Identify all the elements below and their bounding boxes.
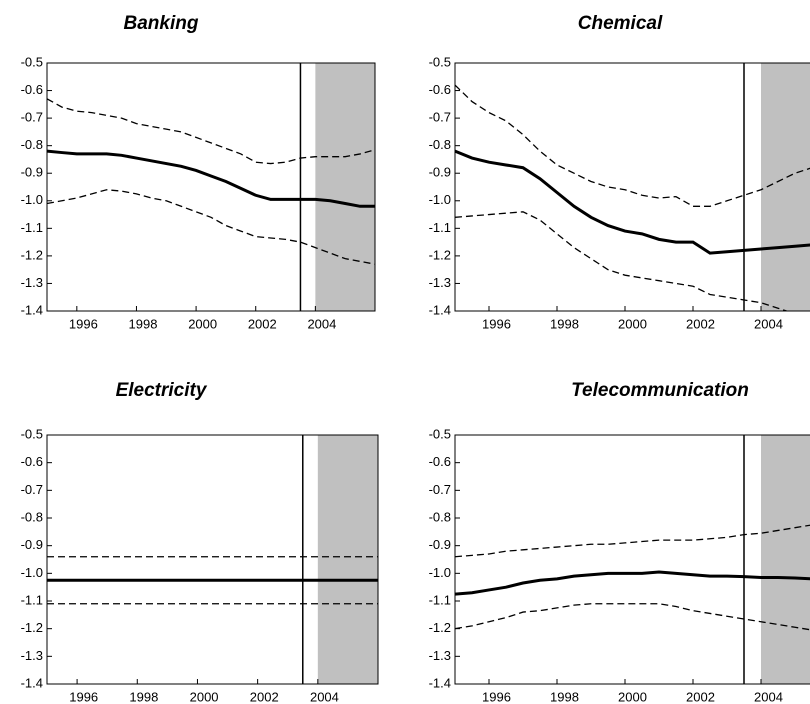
shaded-region xyxy=(317,435,378,684)
series-line xyxy=(47,189,375,265)
shaded-region xyxy=(761,435,810,684)
x-tick-label: 2002 xyxy=(250,689,279,704)
shaded-region xyxy=(315,63,375,311)
y-tick-label: -0.5 xyxy=(21,54,43,69)
y-tick-label: -0.7 xyxy=(21,482,43,497)
x-tick-label: 2004 xyxy=(754,689,783,704)
x-tick-label: 2002 xyxy=(248,316,277,331)
x-tick-label: 1996 xyxy=(69,316,98,331)
y-tick-label: -0.6 xyxy=(21,82,43,97)
y-tick-label: -0.8 xyxy=(429,137,451,152)
y-tick-label: -1.4 xyxy=(429,302,451,317)
plot-area xyxy=(455,435,810,684)
x-tick-label: 2002 xyxy=(686,316,715,331)
series-line xyxy=(455,149,810,255)
plot-frame xyxy=(454,434,810,685)
x-tick-label: 2000 xyxy=(618,316,647,331)
y-tick-label: -0.5 xyxy=(429,426,451,441)
y-tick-label: -0.8 xyxy=(429,509,451,524)
y-tick-label: -1.1 xyxy=(21,592,43,607)
y-tick-label: -1.3 xyxy=(21,648,43,663)
y-tick-label: -0.9 xyxy=(429,165,451,180)
x-tick-label: 1998 xyxy=(550,316,579,331)
plot-area xyxy=(47,63,375,311)
x-tick-label: 1996 xyxy=(69,689,98,704)
plot-area xyxy=(455,63,810,311)
plot-frame xyxy=(46,62,376,312)
y-tick-label: -1.4 xyxy=(21,302,43,317)
y-tick-label: -1.4 xyxy=(429,675,451,690)
y-tick-label: -1.0 xyxy=(21,565,43,580)
panel-title: Telecommunication xyxy=(571,380,749,401)
y-tick-label: -0.7 xyxy=(429,110,451,125)
y-tick-label: -0.5 xyxy=(21,426,43,441)
panel-title: Electricity xyxy=(116,380,208,401)
y-tick-label: -1.3 xyxy=(429,275,451,290)
x-tick-label: 2002 xyxy=(686,689,715,704)
x-tick-label: 2000 xyxy=(188,316,217,331)
y-tick-label: -1.4 xyxy=(21,675,43,690)
y-tick-label: -1.0 xyxy=(429,565,451,580)
y-tick-label: -0.5 xyxy=(429,54,451,69)
y-tick-label: -1.1 xyxy=(21,220,43,235)
y-tick-label: -1.2 xyxy=(429,247,451,262)
y-tick-label: -1.3 xyxy=(429,648,451,663)
y-tick-label: -1.2 xyxy=(429,620,451,635)
plot-area xyxy=(47,435,378,684)
x-tick-label: 2004 xyxy=(310,689,339,704)
y-tick-label: -0.7 xyxy=(21,110,43,125)
y-tick-label: -1.0 xyxy=(21,192,43,207)
y-tick-label: -0.9 xyxy=(21,165,43,180)
y-tick-label: -0.6 xyxy=(429,82,451,97)
x-tick-label: 2000 xyxy=(618,689,647,704)
y-tick-label: -1.1 xyxy=(429,220,451,235)
y-tick-label: -1.2 xyxy=(21,247,43,262)
y-tick-label: -0.6 xyxy=(429,454,451,469)
plot-frame xyxy=(454,62,810,312)
series-line xyxy=(47,98,375,165)
series-line xyxy=(455,84,810,207)
series-line xyxy=(455,570,810,596)
y-tick-label: -0.8 xyxy=(21,509,43,524)
y-tick-label: -0.9 xyxy=(21,537,43,552)
panel-title: Chemical xyxy=(578,13,663,34)
y-tick-label: -0.9 xyxy=(429,537,451,552)
x-tick-label: 1996 xyxy=(482,316,511,331)
x-tick-label: 1998 xyxy=(550,689,579,704)
y-tick-label: -1.2 xyxy=(21,620,43,635)
series-line xyxy=(47,149,375,208)
x-tick-label: 2004 xyxy=(307,316,336,331)
panel-title: Banking xyxy=(124,13,199,34)
series-line xyxy=(455,524,810,558)
x-tick-label: 1998 xyxy=(129,689,158,704)
x-tick-label: 2000 xyxy=(190,689,219,704)
x-tick-label: 1998 xyxy=(129,316,158,331)
y-tick-label: -0.6 xyxy=(21,454,43,469)
x-tick-label: 1996 xyxy=(482,689,511,704)
y-tick-label: -1.1 xyxy=(429,592,451,607)
y-tick-label: -1.0 xyxy=(429,192,451,207)
series-line xyxy=(455,603,810,631)
y-tick-label: -0.7 xyxy=(429,482,451,497)
plot-frame xyxy=(46,434,379,685)
x-tick-label: 2004 xyxy=(754,316,783,331)
y-tick-label: -1.3 xyxy=(21,275,43,290)
y-tick-label: -0.8 xyxy=(21,137,43,152)
shaded-region xyxy=(761,63,810,311)
series-line xyxy=(455,211,789,311)
